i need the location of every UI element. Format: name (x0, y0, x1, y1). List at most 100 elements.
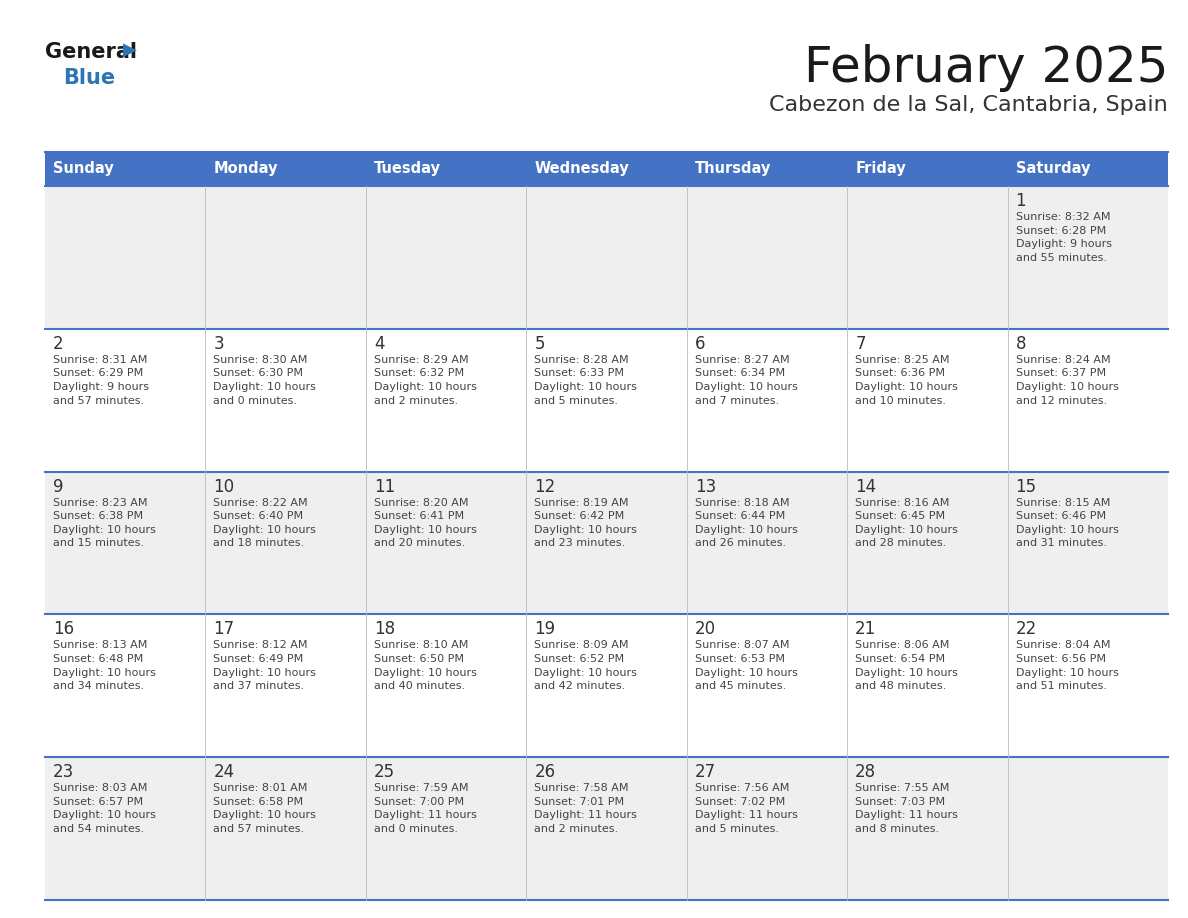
Text: Sunrise: 8:27 AM
Sunset: 6:34 PM
Daylight: 10 hours
and 7 minutes.: Sunrise: 8:27 AM Sunset: 6:34 PM Dayligh… (695, 354, 797, 406)
Bar (1007, 186, 1168, 329)
Text: 14: 14 (855, 477, 877, 496)
Text: Sunrise: 8:31 AM
Sunset: 6:29 PM
Daylight: 9 hours
and 57 minutes.: Sunrise: 8:31 AM Sunset: 6:29 PM Dayligh… (53, 354, 148, 406)
Bar (45, 757, 206, 900)
Bar (1007, 614, 1168, 757)
Text: 17: 17 (214, 621, 234, 638)
Text: Sunrise: 7:56 AM
Sunset: 7:02 PM
Daylight: 11 hours
and 5 minutes.: Sunrise: 7:56 AM Sunset: 7:02 PM Dayligh… (695, 783, 797, 834)
Bar (526, 152, 687, 186)
Text: Sunrise: 8:09 AM
Sunset: 6:52 PM
Daylight: 10 hours
and 42 minutes.: Sunrise: 8:09 AM Sunset: 6:52 PM Dayligh… (535, 641, 637, 691)
Text: Sunrise: 8:01 AM
Sunset: 6:58 PM
Daylight: 10 hours
and 57 minutes.: Sunrise: 8:01 AM Sunset: 6:58 PM Dayligh… (214, 783, 316, 834)
Bar (1007, 329, 1168, 472)
Text: Cabezon de la Sal, Cantabria, Spain: Cabezon de la Sal, Cantabria, Spain (770, 95, 1168, 115)
Bar (847, 186, 1007, 329)
Bar (847, 757, 1007, 900)
Bar (687, 472, 847, 614)
Text: Sunrise: 7:58 AM
Sunset: 7:01 PM
Daylight: 11 hours
and 2 minutes.: Sunrise: 7:58 AM Sunset: 7:01 PM Dayligh… (535, 783, 637, 834)
Text: 5: 5 (535, 335, 545, 353)
Text: Sunrise: 8:07 AM
Sunset: 6:53 PM
Daylight: 10 hours
and 45 minutes.: Sunrise: 8:07 AM Sunset: 6:53 PM Dayligh… (695, 641, 797, 691)
Text: Sunrise: 8:24 AM
Sunset: 6:37 PM
Daylight: 10 hours
and 12 minutes.: Sunrise: 8:24 AM Sunset: 6:37 PM Dayligh… (1016, 354, 1118, 406)
Bar (206, 614, 366, 757)
Bar (206, 757, 366, 900)
Text: 26: 26 (535, 763, 556, 781)
Bar (526, 757, 687, 900)
Text: Monday: Monday (214, 162, 278, 176)
Text: Sunrise: 7:55 AM
Sunset: 7:03 PM
Daylight: 11 hours
and 8 minutes.: Sunrise: 7:55 AM Sunset: 7:03 PM Dayligh… (855, 783, 958, 834)
Text: General: General (45, 42, 137, 62)
Bar (847, 152, 1007, 186)
Bar (1007, 152, 1168, 186)
Bar (45, 614, 206, 757)
Text: Sunrise: 8:25 AM
Sunset: 6:36 PM
Daylight: 10 hours
and 10 minutes.: Sunrise: 8:25 AM Sunset: 6:36 PM Dayligh… (855, 354, 958, 406)
Text: Sunrise: 8:23 AM
Sunset: 6:38 PM
Daylight: 10 hours
and 15 minutes.: Sunrise: 8:23 AM Sunset: 6:38 PM Dayligh… (53, 498, 156, 548)
Text: 28: 28 (855, 763, 877, 781)
Text: ▶: ▶ (124, 41, 137, 59)
Bar (366, 472, 526, 614)
Text: 18: 18 (374, 621, 394, 638)
Text: Sunrise: 8:32 AM
Sunset: 6:28 PM
Daylight: 9 hours
and 55 minutes.: Sunrise: 8:32 AM Sunset: 6:28 PM Dayligh… (1016, 212, 1112, 263)
Bar (847, 614, 1007, 757)
Bar (206, 472, 366, 614)
Text: 21: 21 (855, 621, 877, 638)
Text: Sunrise: 8:16 AM
Sunset: 6:45 PM
Daylight: 10 hours
and 28 minutes.: Sunrise: 8:16 AM Sunset: 6:45 PM Dayligh… (855, 498, 958, 548)
Bar (206, 186, 366, 329)
Bar (366, 186, 526, 329)
Text: Thursday: Thursday (695, 162, 771, 176)
Text: Sunrise: 8:19 AM
Sunset: 6:42 PM
Daylight: 10 hours
and 23 minutes.: Sunrise: 8:19 AM Sunset: 6:42 PM Dayligh… (535, 498, 637, 548)
Text: Tuesday: Tuesday (374, 162, 441, 176)
Text: 15: 15 (1016, 477, 1037, 496)
Text: 23: 23 (53, 763, 75, 781)
Text: 22: 22 (1016, 621, 1037, 638)
Bar (366, 757, 526, 900)
Text: 6: 6 (695, 335, 706, 353)
Text: 19: 19 (535, 621, 556, 638)
Text: 10: 10 (214, 477, 234, 496)
Text: Sunrise: 8:06 AM
Sunset: 6:54 PM
Daylight: 10 hours
and 48 minutes.: Sunrise: 8:06 AM Sunset: 6:54 PM Dayligh… (855, 641, 958, 691)
Bar (687, 614, 847, 757)
Text: 13: 13 (695, 477, 716, 496)
Bar (366, 614, 526, 757)
Bar (687, 152, 847, 186)
Text: 25: 25 (374, 763, 394, 781)
Text: 16: 16 (53, 621, 74, 638)
Bar (45, 329, 206, 472)
Text: Sunrise: 8:18 AM
Sunset: 6:44 PM
Daylight: 10 hours
and 26 minutes.: Sunrise: 8:18 AM Sunset: 6:44 PM Dayligh… (695, 498, 797, 548)
Text: 4: 4 (374, 335, 385, 353)
Text: Saturday: Saturday (1016, 162, 1091, 176)
Text: Sunrise: 8:12 AM
Sunset: 6:49 PM
Daylight: 10 hours
and 37 minutes.: Sunrise: 8:12 AM Sunset: 6:49 PM Dayligh… (214, 641, 316, 691)
Text: Sunrise: 8:13 AM
Sunset: 6:48 PM
Daylight: 10 hours
and 34 minutes.: Sunrise: 8:13 AM Sunset: 6:48 PM Dayligh… (53, 641, 156, 691)
Bar (45, 186, 206, 329)
Bar (366, 152, 526, 186)
Bar (45, 472, 206, 614)
Text: Sunrise: 8:20 AM
Sunset: 6:41 PM
Daylight: 10 hours
and 20 minutes.: Sunrise: 8:20 AM Sunset: 6:41 PM Dayligh… (374, 498, 476, 548)
Text: 27: 27 (695, 763, 716, 781)
Text: Sunrise: 8:04 AM
Sunset: 6:56 PM
Daylight: 10 hours
and 51 minutes.: Sunrise: 8:04 AM Sunset: 6:56 PM Dayligh… (1016, 641, 1118, 691)
Text: Sunrise: 8:22 AM
Sunset: 6:40 PM
Daylight: 10 hours
and 18 minutes.: Sunrise: 8:22 AM Sunset: 6:40 PM Dayligh… (214, 498, 316, 548)
Text: Sunrise: 8:03 AM
Sunset: 6:57 PM
Daylight: 10 hours
and 54 minutes.: Sunrise: 8:03 AM Sunset: 6:57 PM Dayligh… (53, 783, 156, 834)
Text: Sunrise: 8:30 AM
Sunset: 6:30 PM
Daylight: 10 hours
and 0 minutes.: Sunrise: 8:30 AM Sunset: 6:30 PM Dayligh… (214, 354, 316, 406)
Text: Sunday: Sunday (53, 162, 114, 176)
Text: 8: 8 (1016, 335, 1026, 353)
Text: 20: 20 (695, 621, 716, 638)
Text: 2: 2 (53, 335, 64, 353)
Bar (847, 329, 1007, 472)
Text: Sunrise: 8:15 AM
Sunset: 6:46 PM
Daylight: 10 hours
and 31 minutes.: Sunrise: 8:15 AM Sunset: 6:46 PM Dayligh… (1016, 498, 1118, 548)
Bar (526, 186, 687, 329)
Text: Sunrise: 8:28 AM
Sunset: 6:33 PM
Daylight: 10 hours
and 5 minutes.: Sunrise: 8:28 AM Sunset: 6:33 PM Dayligh… (535, 354, 637, 406)
Text: Sunrise: 8:29 AM
Sunset: 6:32 PM
Daylight: 10 hours
and 2 minutes.: Sunrise: 8:29 AM Sunset: 6:32 PM Dayligh… (374, 354, 476, 406)
Bar (687, 329, 847, 472)
Bar (206, 329, 366, 472)
Text: Wednesday: Wednesday (535, 162, 630, 176)
Text: February 2025: February 2025 (803, 44, 1168, 92)
Text: 12: 12 (535, 477, 556, 496)
Text: 24: 24 (214, 763, 234, 781)
Text: 1: 1 (1016, 192, 1026, 210)
Text: Sunrise: 8:10 AM
Sunset: 6:50 PM
Daylight: 10 hours
and 40 minutes.: Sunrise: 8:10 AM Sunset: 6:50 PM Dayligh… (374, 641, 476, 691)
Bar (1007, 757, 1168, 900)
Bar (687, 757, 847, 900)
Bar (366, 329, 526, 472)
Bar (526, 472, 687, 614)
Bar (526, 614, 687, 757)
Text: 9: 9 (53, 477, 63, 496)
Text: 3: 3 (214, 335, 225, 353)
Text: Sunrise: 7:59 AM
Sunset: 7:00 PM
Daylight: 11 hours
and 0 minutes.: Sunrise: 7:59 AM Sunset: 7:00 PM Dayligh… (374, 783, 476, 834)
